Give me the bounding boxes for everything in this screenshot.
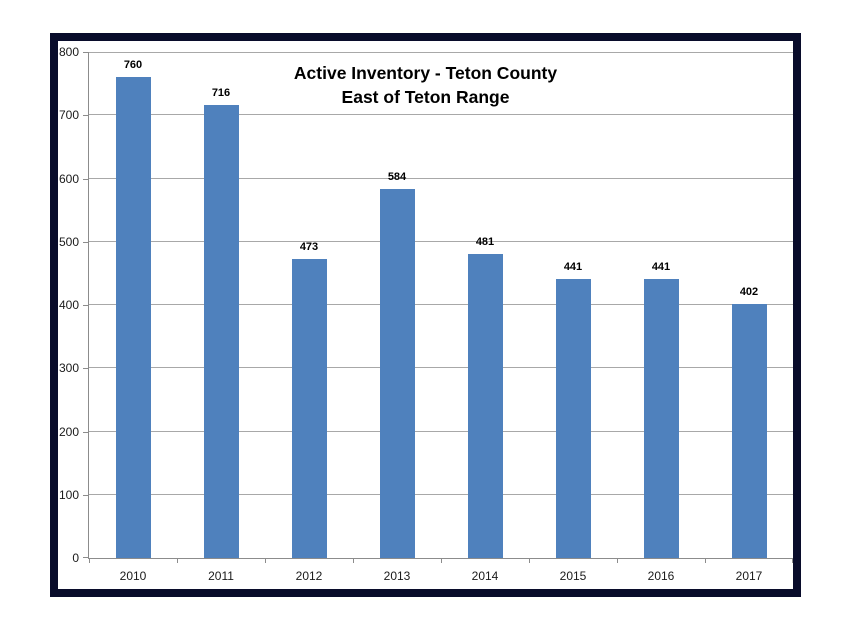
- x-axis-label-2017: 2017: [735, 569, 763, 583]
- bar-2011: [204, 105, 239, 558]
- y-axis-tick-label-100: 100: [58, 488, 79, 502]
- gridline-200: [89, 431, 793, 432]
- x-axis-label-2016: 2016: [647, 569, 675, 583]
- gridline-100: [89, 494, 793, 495]
- x-axis-label-2013: 2013: [383, 569, 411, 583]
- x-axis-label-2014: 2014: [471, 569, 499, 583]
- y-axis-tick-label-500: 500: [58, 235, 79, 249]
- bar-value-label-2016: 441: [651, 261, 671, 273]
- bar-2012: [292, 259, 327, 558]
- y-axis-tick-label-200: 200: [58, 425, 79, 439]
- bar-value-label-2011: 716: [211, 87, 231, 99]
- x-axis-tick-7: [705, 558, 706, 563]
- x-axis-label-2010: 2010: [119, 569, 147, 583]
- bar-2015: [556, 279, 591, 558]
- gridline-700: [89, 114, 793, 115]
- x-axis-label-2015: 2015: [559, 569, 587, 583]
- y-axis-tick-label-600: 600: [58, 172, 79, 186]
- x-axis-tick-0: [89, 558, 90, 563]
- y-axis-tick-700: [83, 115, 88, 116]
- gridline-800: [89, 52, 793, 53]
- y-axis-tick-label-300: 300: [58, 361, 79, 375]
- y-axis-tick-label-400: 400: [58, 298, 79, 312]
- y-axis-tick-0: [83, 557, 88, 558]
- x-axis-tick-3: [353, 558, 354, 563]
- x-axis-tick-4: [441, 558, 442, 563]
- y-axis-tick-200: [83, 432, 88, 433]
- bar-value-label-2013: 584: [387, 171, 407, 183]
- bar-2010: [116, 77, 151, 558]
- bar-2016: [644, 279, 679, 558]
- y-axis-tick-label-0: 0: [72, 551, 79, 565]
- y-axis-tick-400: [83, 305, 88, 306]
- x-axis-label-2012: 2012: [295, 569, 323, 583]
- y-axis-tick-500: [83, 242, 88, 243]
- y-axis-tick-100: [83, 495, 88, 496]
- gridline-600: [89, 178, 793, 179]
- y-axis-tick-800: [83, 52, 88, 53]
- y-axis-tick-600: [83, 179, 88, 180]
- plot-area: 0 100 200 300 400 500 600 700 800 760 2010 716 2011 4…: [59, 45, 793, 583]
- x-axis-tick-6: [617, 558, 618, 563]
- chart-frame: Active Inventory - Teton County East of …: [50, 33, 801, 597]
- x-axis-tick-2: [265, 558, 266, 563]
- x-axis-tick-8: [792, 558, 793, 563]
- x-axis-tick-5: [529, 558, 530, 563]
- x-axis-label-2011: 2011: [208, 569, 234, 583]
- bar-2014: [468, 254, 503, 558]
- y-axis-tick-label-800: 800: [58, 45, 79, 59]
- x-axis-tick-1: [177, 558, 178, 563]
- bar-value-label-2015: 441: [563, 261, 583, 273]
- gridline-300: [89, 367, 793, 368]
- gridline-400: [89, 304, 793, 305]
- bar-value-label-2010: 760: [123, 59, 143, 71]
- bar-value-label-2012: 473: [299, 241, 319, 253]
- y-axis-tick-300: [83, 368, 88, 369]
- bar-value-label-2017: 402: [739, 286, 759, 298]
- gridline-500: [89, 241, 793, 242]
- bar-2017: [732, 304, 767, 558]
- bar-value-label-2014: 481: [475, 236, 495, 248]
- bar-2013: [380, 189, 415, 558]
- y-axis-tick-label-700: 700: [58, 108, 79, 122]
